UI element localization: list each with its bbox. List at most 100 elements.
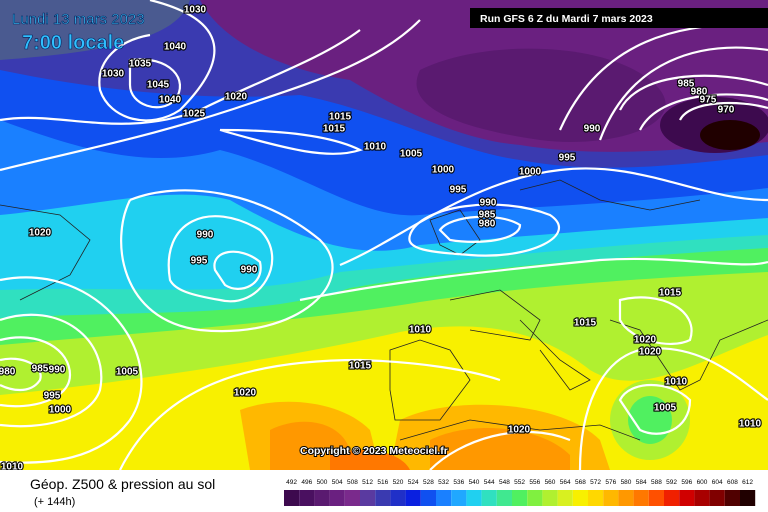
coastlines xyxy=(0,179,768,441)
scale-label: 584 xyxy=(636,479,647,486)
isobar-label: 1020 xyxy=(29,228,52,239)
isobar-label: 990 xyxy=(584,124,601,135)
isobar-label: 1005 xyxy=(116,367,139,378)
isobar-label: 1030 xyxy=(184,5,207,16)
scale-label: 508 xyxy=(347,479,358,486)
scale-label: 580 xyxy=(621,479,632,486)
scale-label: 504 xyxy=(332,479,343,486)
scale-label: 588 xyxy=(651,479,662,486)
scale-label: 592 xyxy=(666,479,677,486)
run-info: Run GFS 6 Z du Mardi 7 mars 2023 xyxy=(480,13,653,25)
caption-title: Géop. Z500 & pression au sol xyxy=(30,476,215,492)
scale-swatch xyxy=(557,490,573,506)
isobar-label: 995 xyxy=(450,185,467,196)
isobar-label: 990 xyxy=(480,198,497,209)
scale-label: 572 xyxy=(590,479,601,486)
scale-label: 560 xyxy=(545,479,556,486)
scale-label: 492 xyxy=(286,479,297,486)
scale-label: 600 xyxy=(697,479,708,486)
scale-label: 596 xyxy=(681,479,692,486)
scale-swatch xyxy=(360,490,376,506)
scale-label: 544 xyxy=(484,479,495,486)
scale-swatch xyxy=(740,490,756,506)
isobar-label: 1020 xyxy=(508,425,531,436)
scale-swatch xyxy=(390,490,406,506)
isobar-label: 1000 xyxy=(519,167,542,178)
scale-swatch xyxy=(572,490,588,506)
isobar-label: 1015 xyxy=(323,124,346,135)
isobar-label: 985 xyxy=(479,210,496,221)
isobar-label: 1045 xyxy=(147,80,170,91)
scale-swatch xyxy=(466,490,482,506)
isobar-label: 1000 xyxy=(49,405,72,416)
scale-label: 516 xyxy=(377,479,388,486)
scale-swatch xyxy=(694,490,710,506)
scale-label: 568 xyxy=(575,479,586,486)
color-scale: 492 496 500 504 508 512 516 520 524 528 532 536 540 5… xyxy=(284,479,756,506)
isobar-label: 1040 xyxy=(159,95,182,106)
scale-label: 500 xyxy=(317,479,328,486)
isobar-label: 975 xyxy=(700,95,717,106)
scale-label: 540 xyxy=(469,479,480,486)
scale-swatch xyxy=(481,490,497,506)
run-box xyxy=(470,8,768,28)
scale-swatch xyxy=(648,490,664,506)
scale-swatch xyxy=(496,490,512,506)
scale-swatch xyxy=(542,490,558,506)
isobar-label: 995 xyxy=(44,391,61,402)
scale-swatch xyxy=(527,490,543,506)
scale-swatch xyxy=(329,490,345,506)
scale-swatch xyxy=(284,490,300,506)
scale-swatch xyxy=(679,490,695,506)
scale-swatch xyxy=(344,490,360,506)
isobar-label: 990 xyxy=(49,365,66,376)
isobar-label: 1020 xyxy=(234,388,257,399)
scale-swatch xyxy=(512,490,528,506)
valid-time: 7:00 locale xyxy=(22,32,124,54)
isobar-label: 980 xyxy=(691,87,708,98)
scale-swatch xyxy=(405,490,421,506)
isobar-label: 1010 xyxy=(665,377,688,388)
scale-swatch xyxy=(588,490,604,506)
scale-label: 512 xyxy=(362,479,373,486)
copyright: Copyright © 2023 Meteociel.fr xyxy=(300,445,448,457)
isobar-label: 1010 xyxy=(409,325,432,336)
isobar-label: 1010 xyxy=(364,142,387,153)
isobar-label: 1035 xyxy=(129,59,152,70)
isobar-label: 1010 xyxy=(739,419,762,430)
scale-label: 524 xyxy=(408,479,419,486)
scale-label: 532 xyxy=(438,479,449,486)
isobar-label: 990 xyxy=(241,265,258,276)
scale-swatch xyxy=(664,490,680,506)
scale-label: 556 xyxy=(529,479,540,486)
scale-label: 604 xyxy=(712,479,723,486)
isobar-label: 1020 xyxy=(225,92,248,103)
scale-label: 608 xyxy=(727,479,738,486)
scale-label: 576 xyxy=(605,479,616,486)
isobars xyxy=(0,0,768,471)
isobar-label: 1005 xyxy=(654,403,677,414)
scale-label: 536 xyxy=(453,479,464,486)
scale-swatch xyxy=(603,490,619,506)
isobar-label: 985 xyxy=(32,364,49,375)
scale-label: 528 xyxy=(423,479,434,486)
isobar-label: 985 xyxy=(678,79,695,90)
scale-swatch xyxy=(451,490,467,506)
isobar-label: 1030 xyxy=(102,69,125,80)
scale-swatch xyxy=(436,490,452,506)
isobar-label: 1015 xyxy=(329,112,352,123)
scale-label: 548 xyxy=(499,479,510,486)
isobar-label: 1020 xyxy=(634,335,657,346)
isobar-label: 980 xyxy=(479,219,496,230)
scale-swatch xyxy=(633,490,649,506)
valid-date: Lundi 13 mars 2023 xyxy=(12,11,145,28)
isobar-label: 1020 xyxy=(639,347,662,358)
scale-swatch xyxy=(314,490,330,506)
scale-swatch xyxy=(724,490,740,506)
isobar-label: 1040 xyxy=(164,42,187,53)
scale-swatch xyxy=(420,490,436,506)
isobar-label: 1015 xyxy=(349,361,372,372)
isobar-label: 1000 xyxy=(432,165,455,176)
scale-label: 496 xyxy=(301,479,312,486)
